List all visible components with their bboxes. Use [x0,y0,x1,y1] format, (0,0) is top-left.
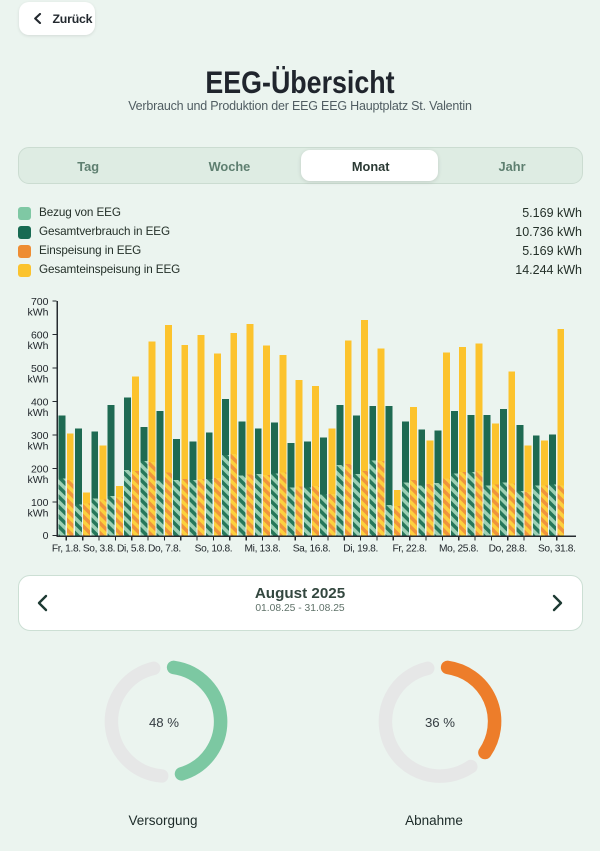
svg-text:Di, 19.8.: Di, 19.8. [343,544,378,555]
svg-text:Fr, 1.8.: Fr, 1.8. [52,544,81,555]
svg-text:500: 500 [31,363,49,375]
svg-text:Di, 5.8.: Di, 5.8. [117,544,146,555]
svg-text:Do, 7.8.: Do, 7.8. [148,544,181,555]
svg-text:Mi, 13.8.: Mi, 13.8. [245,544,281,555]
svg-text:400: 400 [31,396,49,408]
svg-text:0: 0 [43,530,49,542]
svg-text:700: 700 [31,296,49,308]
svg-text:kWh: kWh [28,307,49,319]
svg-text:So, 3.8.: So, 3.8. [83,544,115,555]
svg-text:Mo, 25.8.: Mo, 25.8. [439,544,478,555]
svg-text:kWh: kWh [28,340,49,352]
svg-text:200: 200 [31,463,49,475]
svg-text:So, 31.8.: So, 31.8. [538,544,576,555]
svg-text:Sa, 16.8.: Sa, 16.8. [293,544,331,555]
svg-text:kWh: kWh [28,508,49,520]
svg-text:kWh: kWh [28,474,49,486]
svg-text:kWh: kWh [28,374,49,386]
svg-text:300: 300 [31,430,49,442]
svg-text:Fr, 22.8.: Fr, 22.8. [393,544,427,555]
svg-text:So, 10.8.: So, 10.8. [195,544,233,555]
svg-text:kWh: kWh [28,441,49,453]
svg-text:600: 600 [31,329,49,341]
svg-text:Do, 28.8.: Do, 28.8. [489,544,527,555]
svg-text:100: 100 [31,497,49,509]
svg-text:kWh: kWh [28,407,49,419]
